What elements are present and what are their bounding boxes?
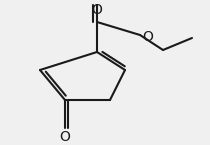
Text: O: O bbox=[142, 30, 153, 44]
Text: O: O bbox=[60, 130, 70, 144]
Text: O: O bbox=[92, 3, 102, 17]
